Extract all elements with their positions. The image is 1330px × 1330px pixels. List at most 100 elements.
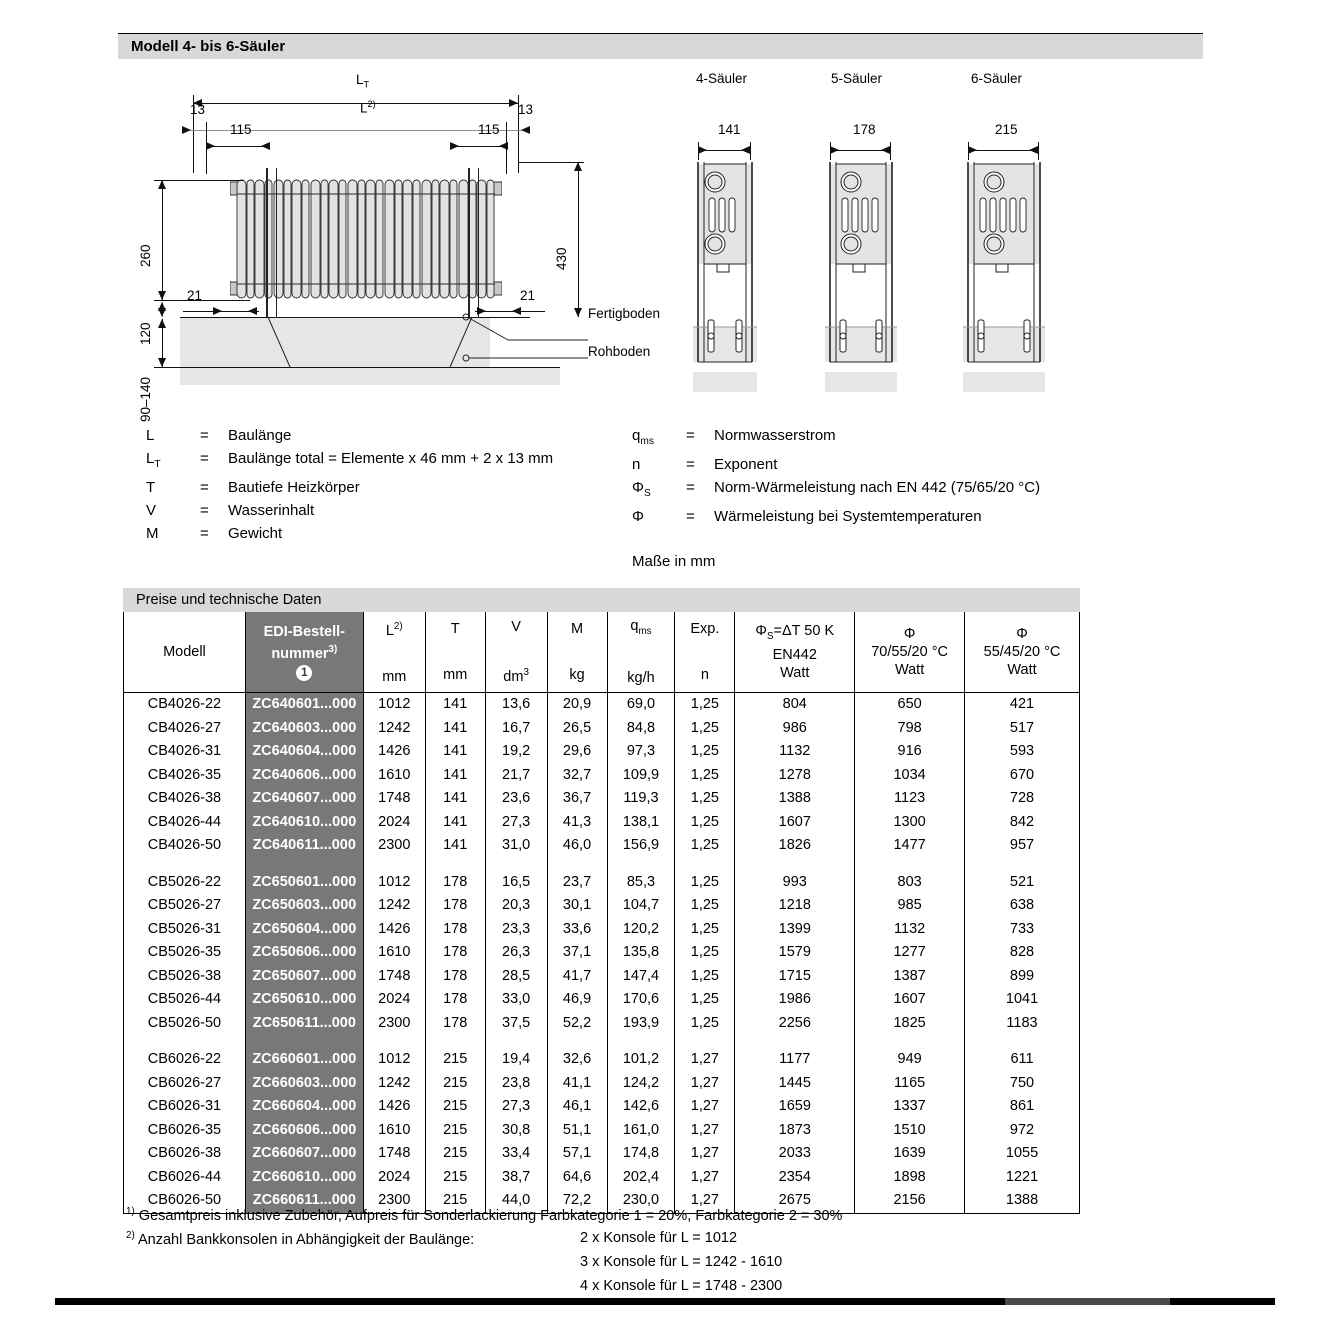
sec1-ext-r	[750, 142, 751, 160]
cell-edi-number: ZC640601...000	[244, 692, 364, 717]
spacer-cell	[964, 857, 1080, 871]
table-header-row: Modell EDI-Bestell- nummer3) 1 L2) mm T …	[123, 612, 1080, 693]
cell-modell: CB4026-22	[123, 692, 246, 717]
footnote-2-item-2: 3 x Konsole für L = 1242 - 1610	[580, 1254, 783, 1270]
cell-value: 41,7	[546, 964, 608, 988]
legend-text: Baulänge total = Elemente x 46 mm + 2 x …	[228, 450, 554, 467]
cell-value: 85,3	[606, 870, 676, 894]
cell-modell: CB6026-50	[123, 1189, 246, 1214]
dim-arrow-90140-dn	[158, 358, 166, 367]
col-header-edi: EDI-Bestell- nummer3) 1	[244, 612, 364, 693]
cell-modell: CB6026-44	[123, 1165, 246, 1189]
bottom-bar-left	[55, 1298, 1005, 1305]
cell-value: 30,1	[546, 894, 608, 918]
legend-row: V = Wasserinhalt	[146, 500, 553, 523]
cell-value: 1055	[964, 1142, 1080, 1166]
cell-edi-number: ZC660607...000	[244, 1142, 364, 1166]
section-body-3	[963, 162, 1045, 392]
cell-value: 828	[964, 941, 1080, 965]
spacer-cell	[546, 1035, 608, 1048]
model-banner-title: Modell 4- bis 6-Säuler	[131, 38, 286, 55]
bottom-bar-gray-segment	[1005, 1298, 1170, 1305]
cell-value: 215	[424, 1118, 486, 1142]
spacer-cell	[362, 857, 426, 871]
cell-value: 611	[964, 1048, 1080, 1072]
cell-value: 861	[964, 1095, 1080, 1119]
cell-modell: CB5026-31	[123, 917, 246, 941]
cell-value: 1,25	[674, 810, 736, 834]
spacer-cell	[244, 857, 364, 871]
cell-value: 202,4	[606, 1165, 676, 1189]
cell-value: 119,3	[606, 787, 676, 811]
console-post-left	[266, 168, 268, 324]
cell-value: 1012	[362, 692, 426, 717]
cell-value: 141	[424, 692, 486, 717]
legend-symbol: LT	[146, 450, 161, 470]
cell-value: 2256	[734, 1011, 856, 1035]
table-row: CB5026-35 ZC650606...000 1610 178 26,3 37,1 13…	[123, 941, 1080, 965]
cell-value: 1041	[964, 988, 1080, 1012]
cell-value: 986	[734, 716, 856, 740]
col-header-l: L2) mm	[362, 612, 426, 693]
legend-row: ΦS = Norm-Wärmeleistung nach EN 442 (75/…	[632, 477, 1040, 506]
cell-value: 141	[424, 716, 486, 740]
cell-value: 97,3	[606, 740, 676, 764]
table-group-spacer	[123, 857, 1080, 871]
cell-edi-number: ZC640606...000	[244, 763, 364, 787]
cell-value: 124,2	[606, 1071, 676, 1095]
footnote-2-item-1: 2 x Konsole für L = 1012	[580, 1230, 738, 1246]
cell-value: 1,27	[674, 1095, 736, 1119]
cell-edi-number: ZC650601...000	[244, 870, 364, 894]
dim-line-lt	[193, 103, 518, 104]
dim-line-21-right	[475, 311, 545, 312]
legend-row: T = Bautiefe Heizkörper	[146, 477, 553, 500]
cell-value: 109,9	[606, 763, 676, 787]
footnote-2-marker: 2)	[126, 1230, 135, 1241]
cell-value: 29,6	[546, 740, 608, 764]
table-group-spacer	[123, 1035, 1080, 1048]
legend-row: n = Exponent	[632, 454, 1040, 477]
cell-value: 16,7	[484, 716, 548, 740]
cell-value: 1388	[964, 1189, 1080, 1214]
cell-value: 141	[424, 787, 486, 811]
cell-value: 2300	[362, 834, 426, 858]
cell-value: 19,4	[484, 1048, 548, 1072]
legend-equals: =	[200, 479, 209, 496]
cell-value: 178	[424, 988, 486, 1012]
cell-value: 38,7	[484, 1165, 548, 1189]
model-banner: Modell 4- bis 6-Säuler	[118, 33, 1203, 59]
cell-value: 37,5	[484, 1011, 548, 1035]
cell-value: 141	[424, 834, 486, 858]
dim-arrow-21-r1	[477, 307, 486, 315]
legend-row: L = Baulänge	[146, 425, 553, 448]
cell-value: 52,2	[546, 1011, 608, 1035]
cell-value: 178	[424, 894, 486, 918]
legend-text: Baulänge	[228, 427, 292, 444]
cell-value: 750	[964, 1071, 1080, 1095]
cell-value: 2024	[362, 1165, 426, 1189]
cell-value: 2300	[362, 1189, 426, 1214]
cell-value: 46,9	[546, 988, 608, 1012]
dim-label-13-left: 13	[190, 102, 206, 117]
dim-arrow-21-r2	[512, 307, 521, 315]
cell-edi-number: ZC660611...000	[244, 1189, 364, 1214]
cell-value: 23,7	[546, 870, 608, 894]
cell-value: 1034	[854, 763, 966, 787]
cell-value: 1426	[362, 917, 426, 941]
legend-row: qms = Normwasserstrom	[632, 425, 1040, 454]
cell-value: 1,25	[674, 941, 736, 965]
cell-edi-number: ZC650610...000	[244, 988, 364, 1012]
table-row: CB4026-22 ZC640601...000 1012 141 13,6 20,9 69…	[123, 692, 1080, 717]
cell-modell: CB5026-44	[123, 988, 246, 1012]
cell-value: 728	[964, 787, 1080, 811]
dim-label-21-right: 21	[520, 288, 536, 303]
cell-modell: CB6026-27	[123, 1071, 246, 1095]
spacer-cell	[362, 1035, 426, 1048]
legend-equals: =	[200, 502, 209, 519]
cell-value: 1,25	[674, 763, 736, 787]
cell-value: 178	[424, 870, 486, 894]
label-fertigboden: Fertigboden	[588, 306, 661, 321]
cell-value: 141	[424, 763, 486, 787]
dim-label-430: 430	[554, 247, 569, 270]
dim-label-90-140: 90–140	[138, 376, 153, 422]
